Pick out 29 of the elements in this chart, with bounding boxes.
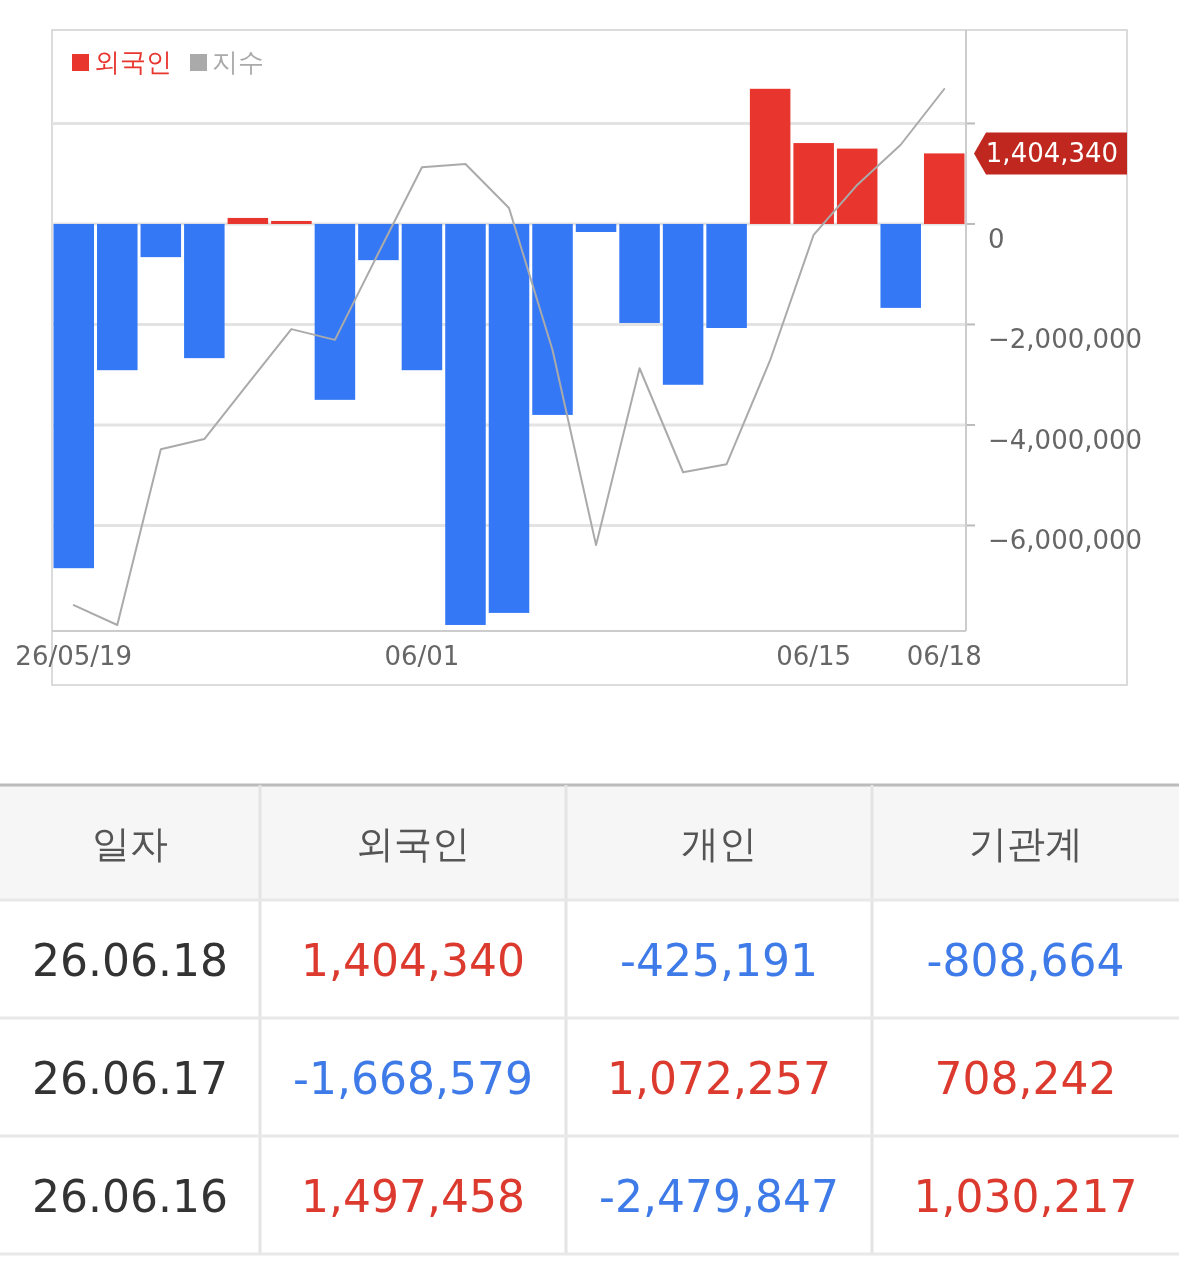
text: 1,072,257: [607, 1053, 831, 1104]
text: -2,479,847: [599, 1171, 839, 1222]
category-label: 외국인: [356, 822, 470, 866]
text: -425,191: [620, 935, 818, 986]
text: 일자: [92, 822, 168, 866]
y-tick-label: −6,000,000: [988, 525, 1143, 556]
x-tick-label: 26/05/19: [15, 641, 133, 671]
text: 1,497,458: [301, 1171, 525, 1222]
category-label: 개인: [681, 822, 757, 866]
category-label: 기관계: [968, 822, 1083, 866]
x-tick-label: 06/15: [776, 641, 852, 671]
legend: 외국인: [72, 47, 172, 77]
y-tick-label: −4,000,000: [988, 424, 1143, 455]
text: 1,404,340: [301, 935, 525, 986]
legend-label: 외국인: [94, 47, 172, 77]
legend: 지수: [190, 47, 264, 77]
legend-label: 지수: [212, 47, 264, 77]
text: 708,242: [934, 1053, 1117, 1104]
category-label: 26.06.18: [32, 935, 228, 986]
x-tick-label: 06/01: [384, 641, 460, 671]
text: -1,668,579: [293, 1053, 533, 1104]
category-label: 26.06.16: [32, 1171, 228, 1222]
y-tick-label: −2,000,000: [988, 324, 1143, 355]
x-tick-label: 06/18: [906, 641, 982, 671]
annotation: 1,404,340: [974, 132, 1127, 175]
y-tick-label: 0: [988, 223, 1005, 254]
category-label: 26.06.17: [32, 1053, 228, 1104]
text: 1,030,217: [913, 1171, 1138, 1222]
text: -808,664: [926, 935, 1125, 986]
